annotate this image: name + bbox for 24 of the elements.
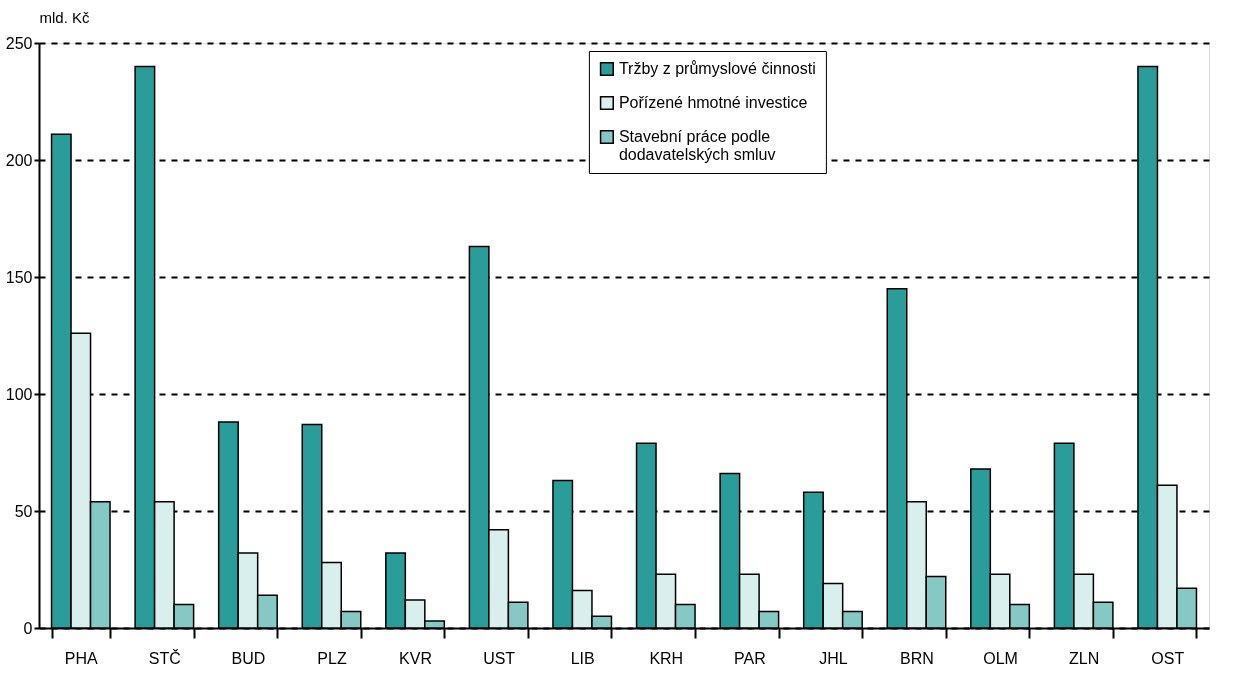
y-tick-label: 150 [5, 268, 33, 286]
x-tick-label: OLM [983, 649, 1018, 667]
x-tick-label: KRH [649, 649, 684, 667]
y-tick-label: 250 [5, 34, 33, 52]
y-tick-label: 50 [14, 502, 33, 520]
x-tick-label: KVR [399, 649, 433, 667]
x-tick-label: OST [1151, 649, 1185, 667]
y-tick-label: 0 [23, 619, 33, 637]
x-tick-label: JHL [819, 649, 848, 667]
y-tick-label: 100 [5, 385, 33, 403]
y-axis-title: mld. Kč [39, 8, 91, 26]
x-tick-label: LIB [570, 649, 595, 667]
x-tick-label: ZLN [1069, 649, 1100, 667]
x-tick-label: PAR [734, 649, 766, 667]
x-tick-label: PLZ [317, 649, 347, 667]
x-tick-label: BRN [900, 649, 934, 667]
legend-label: Pořízené hmotné investice [618, 94, 808, 111]
legend-label: Tržby z průmyslové činnosti [618, 60, 816, 77]
x-tick-label: UST [483, 649, 516, 667]
x-tick-label: PHA [64, 649, 99, 667]
x-tick-label: STČ [148, 648, 181, 667]
y-tick-label: 200 [5, 151, 33, 169]
x-tick-label: BUD [231, 649, 266, 667]
legend-label: Stavební práce podle dodavatelských smluv [618, 128, 776, 163]
